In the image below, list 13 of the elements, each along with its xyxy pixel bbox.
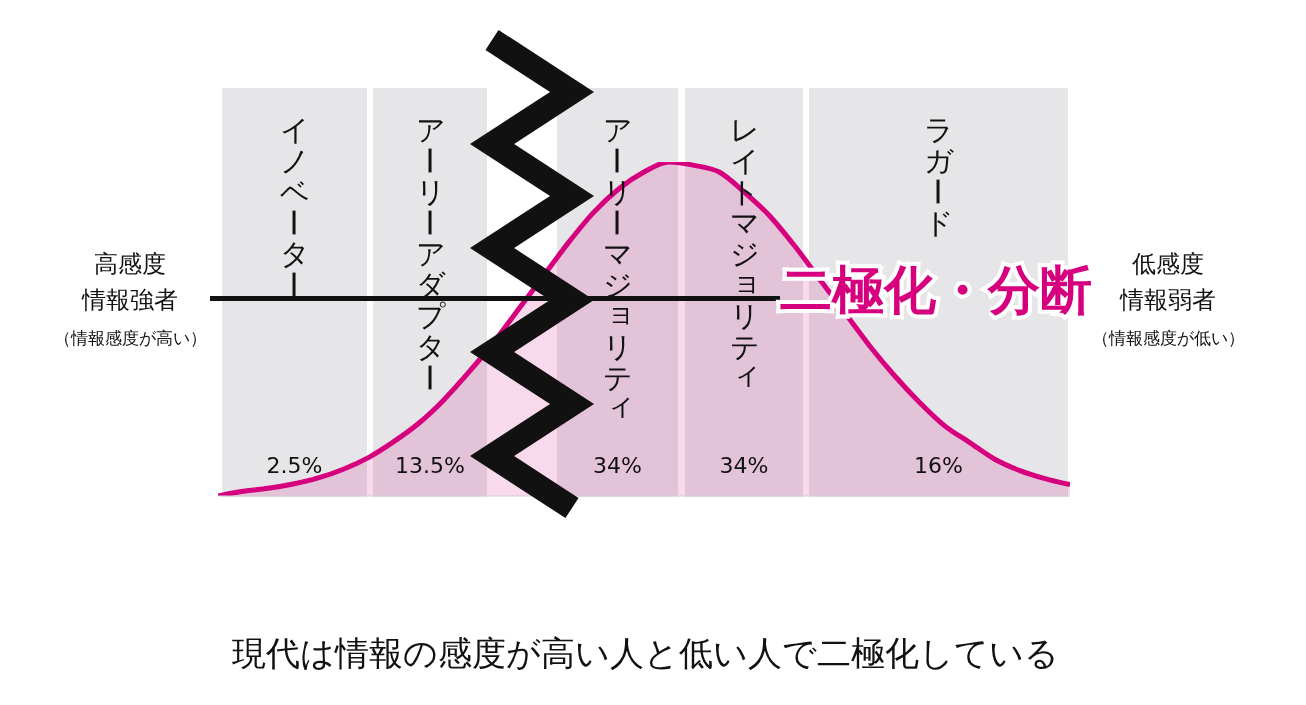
data-label: 34%	[719, 453, 769, 478]
data-label: 2.5%	[266, 453, 323, 478]
data-label: 13.5%	[395, 453, 465, 478]
text: 低感度情報弱者	[1119, 250, 1216, 314]
category-label: イノベーター	[276, 112, 311, 300]
category-label: ラガード	[920, 112, 955, 240]
text: 現代は情報の感度が高い人と低い人で二極化している	[231, 633, 1059, 673]
text: 高感度情報強者	[81, 250, 178, 314]
data-label: 16%	[914, 453, 963, 478]
text: （情報感度が低い）	[1091, 328, 1245, 348]
annotation: 二極化・分断	[780, 260, 1092, 320]
text: （情報感度が高い）	[53, 328, 207, 348]
data-label: 34%	[593, 453, 642, 478]
